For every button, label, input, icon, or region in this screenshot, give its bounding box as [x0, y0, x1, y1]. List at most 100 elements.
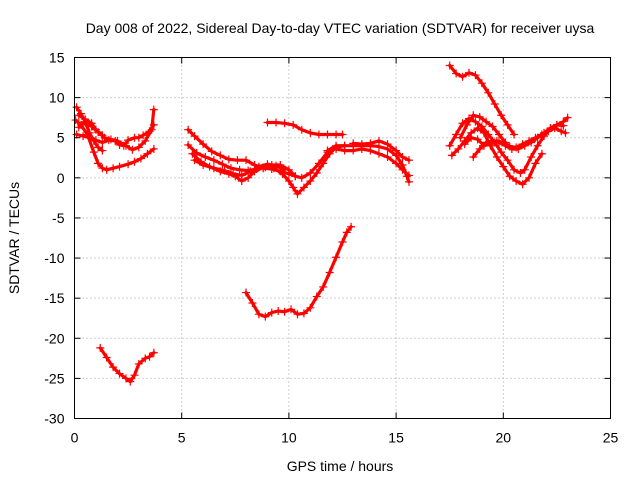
data-point	[454, 144, 463, 153]
data-point	[199, 160, 208, 169]
data-point	[471, 117, 480, 126]
series-markers	[190, 156, 289, 180]
data-point	[289, 120, 298, 129]
data-point	[332, 253, 341, 262]
data-point	[102, 353, 111, 362]
data-point	[124, 160, 133, 169]
data-point	[525, 136, 534, 145]
data-point	[209, 164, 218, 173]
series-markers	[349, 136, 413, 165]
data-point	[284, 177, 293, 186]
data-point	[149, 105, 158, 114]
data-point	[492, 152, 501, 161]
data-point	[464, 68, 473, 77]
x-tick-label: 15	[388, 430, 404, 446]
data-point	[128, 145, 137, 154]
data-point	[248, 298, 257, 307]
data-point	[366, 139, 375, 148]
data-point	[520, 165, 529, 174]
x-tick-label: 5	[178, 430, 186, 446]
data-point	[115, 162, 124, 171]
data-point	[280, 119, 289, 128]
data-point	[147, 125, 156, 134]
data-point	[244, 173, 253, 182]
data-point	[518, 140, 527, 149]
data-point	[323, 146, 332, 155]
data-point	[347, 222, 356, 231]
data-point	[319, 282, 328, 291]
data-point	[289, 183, 298, 192]
data-point	[130, 157, 139, 166]
data-point	[398, 165, 407, 174]
data-point	[477, 79, 486, 88]
data-point	[145, 352, 154, 361]
plot-frame	[74, 57, 611, 419]
data-point	[332, 144, 341, 153]
y-tick-label: -5	[52, 210, 65, 226]
data-point	[314, 159, 323, 168]
data-point	[357, 140, 366, 149]
data-point	[188, 149, 197, 158]
data-point	[98, 138, 107, 147]
data-point	[246, 167, 255, 176]
y-tick-label: -10	[44, 250, 64, 266]
data-point	[503, 156, 512, 165]
data-point	[96, 343, 105, 352]
data-point	[278, 169, 287, 178]
data-point	[79, 132, 88, 141]
series-markers	[96, 343, 158, 386]
data-point	[306, 128, 315, 137]
data-point	[505, 172, 514, 181]
y-tick-label: 15	[49, 50, 65, 66]
data-point	[518, 180, 527, 189]
data-point	[325, 268, 334, 277]
data-point	[102, 165, 111, 174]
data-point	[261, 312, 270, 321]
data-point	[477, 122, 486, 131]
data-point	[557, 127, 566, 136]
data-point	[224, 155, 233, 164]
data-point	[561, 128, 570, 137]
series-track	[186, 143, 347, 196]
data-point	[254, 162, 263, 171]
y-tick-label: -15	[44, 290, 64, 306]
data-point	[499, 162, 508, 171]
data-point	[94, 159, 103, 168]
axis-layer: 0 5 10 15 20 25 -30 -25 -20 -15 -10 -5 0 5 10 15	[44, 50, 618, 446]
data-point	[516, 169, 525, 178]
data-point	[85, 128, 94, 137]
data-point	[559, 117, 568, 126]
x-axis-label: GPS time / hours	[287, 458, 394, 474]
data-point	[126, 377, 135, 386]
data-point	[531, 159, 540, 168]
x-tick-label: 20	[496, 430, 512, 446]
data-point	[184, 140, 193, 149]
data-point	[525, 173, 534, 182]
data-point	[452, 130, 461, 139]
data-point	[71, 116, 80, 125]
data-point	[134, 133, 143, 142]
data-point	[495, 130, 504, 139]
data-point	[190, 156, 199, 165]
data-point	[291, 172, 300, 181]
y-tick-label: 5	[57, 130, 65, 146]
data-point	[81, 115, 90, 124]
data-point	[109, 363, 118, 372]
series-markers	[242, 222, 356, 321]
data-point	[510, 165, 519, 174]
data-point	[115, 369, 124, 378]
data-point	[297, 173, 306, 182]
data-point	[533, 141, 542, 150]
data-point	[272, 161, 281, 170]
data-point	[94, 143, 103, 152]
data-point	[445, 61, 454, 70]
chart-title: Day 008 of 2022, Sidereal Day-to-day VTE…	[86, 20, 595, 36]
data-point	[392, 146, 401, 155]
y-tick-label: -20	[44, 330, 64, 346]
data-point	[136, 154, 145, 163]
data-point	[480, 128, 489, 137]
data-point	[218, 160, 227, 169]
data-point	[149, 348, 158, 357]
data-point	[447, 151, 456, 160]
series-track	[334, 147, 411, 177]
